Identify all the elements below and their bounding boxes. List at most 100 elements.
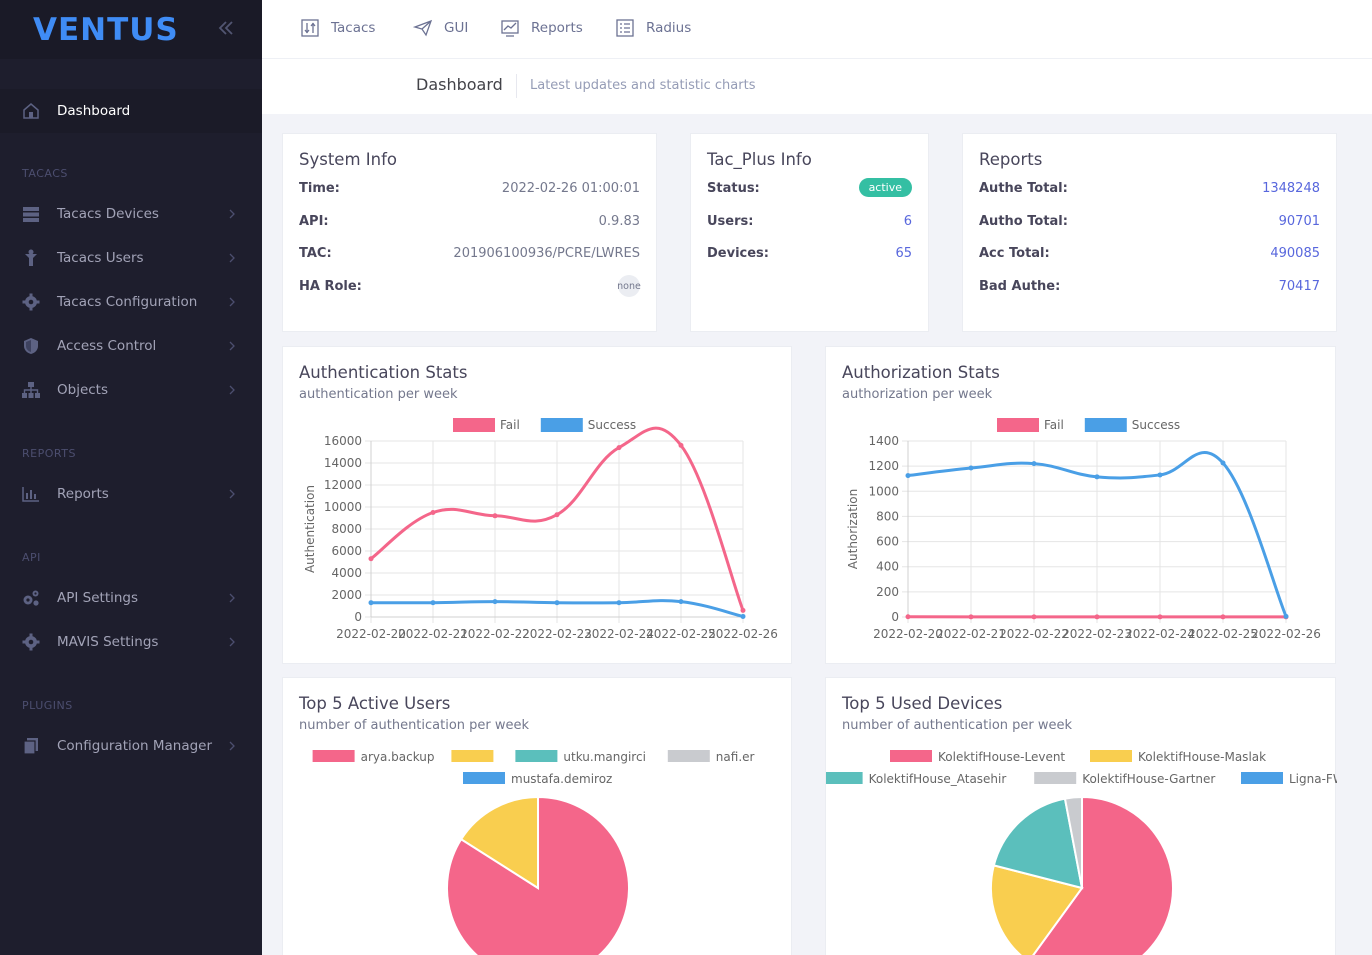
legend-label[interactable]: nafi.er — [716, 750, 755, 764]
data-point[interactable] — [616, 445, 622, 451]
legend-label[interactable]: KolektifHouse-Levent — [938, 750, 1065, 764]
legend-label[interactable]: KolektifHouse-Maslak — [1138, 750, 1266, 764]
data-point[interactable] — [430, 600, 436, 606]
section-label-api: API — [22, 551, 41, 564]
legend-swatch[interactable] — [826, 772, 863, 784]
data-point[interactable] — [616, 600, 622, 606]
data-point[interactable] — [968, 465, 974, 471]
pie-slice[interactable] — [1029, 795, 1174, 955]
tab-gui[interactable]: GUI — [413, 17, 468, 39]
x-tick-label: 2022-02-21 — [398, 627, 468, 641]
legend-swatch[interactable] — [997, 418, 1039, 432]
sidebar-item-reports[interactable]: Reports — [0, 472, 262, 516]
data-point[interactable] — [905, 614, 911, 620]
info-label: Authe Total: — [979, 181, 1068, 196]
pie-slice[interactable] — [1063, 795, 1083, 889]
card-subtitle: authentication per week — [299, 387, 458, 402]
chevron-right-icon — [229, 637, 235, 647]
legend-label[interactable]: Fail — [500, 418, 520, 432]
y-tick-label: 800 — [876, 509, 899, 523]
pie-slice[interactable] — [992, 797, 1084, 890]
legend-label[interactable]: Ligna-FW — [1289, 772, 1337, 786]
sidebar-item-objects[interactable]: Objects — [0, 368, 262, 412]
data-point[interactable] — [905, 473, 911, 479]
data-point[interactable] — [1220, 460, 1226, 466]
x-tick-label: 2022-02-21 — [936, 627, 1006, 641]
data-point[interactable] — [368, 556, 374, 562]
info-label: Users: — [707, 214, 754, 229]
info-row-authe-total: Authe Total: 1348248 — [979, 181, 1320, 201]
legend-swatch[interactable] — [540, 418, 583, 432]
sidebar-item-tacacs-users[interactable]: Tacacs Users — [0, 236, 262, 280]
legend-swatch[interactable] — [451, 750, 494, 762]
sidebar-item-api-settings[interactable]: API Settings — [0, 576, 262, 620]
legend-label[interactable]: Success — [588, 418, 636, 432]
data-point[interactable] — [554, 600, 560, 606]
brand-logo[interactable]: VENTUS — [33, 11, 179, 48]
status-badge: active — [858, 178, 912, 197]
data-point[interactable] — [368, 600, 374, 606]
legend-swatch[interactable] — [890, 750, 932, 762]
y-tick-label: 200 — [876, 585, 899, 599]
data-point[interactable] — [740, 607, 746, 613]
tab-tacacs[interactable]: Tacacs — [300, 17, 375, 39]
legend-label[interactable]: mustafa.demiroz — [511, 772, 612, 786]
legend-label[interactable]: Success — [1132, 418, 1180, 432]
sidebar-item-mavis-settings[interactable]: MAVIS Settings — [0, 620, 262, 664]
sidebar-item-dashboard[interactable]: Dashboard — [0, 89, 262, 133]
card-title: Top 5 Used Devices — [842, 694, 1003, 713]
legend-label[interactable]: KolektifHouse_Atasehir — [869, 772, 1007, 786]
tab-reports[interactable]: Reports — [500, 17, 583, 39]
tab-radius[interactable]: Radius — [615, 17, 691, 39]
pie-slice[interactable] — [459, 795, 539, 890]
card-title: Authentication Stats — [299, 363, 468, 382]
data-point[interactable] — [740, 613, 746, 619]
info-row-tac: TAC: 201906100936/PCRE/LWRES — [299, 246, 640, 266]
data-point[interactable] — [1031, 614, 1037, 620]
line-chart-icon — [501, 20, 519, 37]
info-value: 70417 — [1278, 279, 1320, 294]
legend-swatch[interactable] — [463, 772, 505, 784]
data-point[interactable] — [1283, 613, 1289, 619]
data-point[interactable] — [678, 599, 684, 605]
data-point[interactable] — [492, 513, 498, 519]
legend-label[interactable]: arya.backup — [361, 750, 435, 764]
data-point[interactable] — [1094, 474, 1100, 480]
legend-label[interactable]: utku.mangirci — [563, 750, 646, 764]
data-point[interactable] — [1031, 461, 1037, 467]
sidebar-item-tacacs-devices[interactable]: Tacacs Devices — [0, 192, 262, 236]
info-label: Time: — [299, 181, 340, 196]
data-point[interactable] — [678, 442, 684, 448]
legend-swatch[interactable] — [312, 750, 355, 762]
info-row-time: Time: 2022-02-26 01:00:01 — [299, 181, 640, 201]
chevron-right-icon — [229, 593, 235, 603]
info-label: HA Role: — [299, 279, 362, 294]
subheader: Dashboard Latest updates and statistic c… — [262, 59, 1372, 114]
legend-label[interactable]: Fail — [1044, 418, 1064, 432]
data-point[interactable] — [1220, 614, 1226, 620]
collapse-sidebar-icon[interactable] — [216, 18, 236, 38]
legend-swatch[interactable] — [1034, 772, 1077, 784]
sidebar-item-label: Access Control — [57, 338, 157, 354]
data-point[interactable] — [1157, 614, 1163, 620]
legend-swatch[interactable] — [1241, 772, 1283, 784]
sidebar-item-configuration-manager[interactable]: Configuration Manager — [0, 724, 262, 768]
shield-icon — [24, 338, 38, 354]
card-title: Tac_Plus Info — [707, 150, 812, 169]
sidebar-item-access-control[interactable]: Access Control — [0, 324, 262, 368]
data-point[interactable] — [430, 510, 436, 515]
legend-label[interactable]: KolektifHouse-Gartner — [1082, 772, 1215, 786]
data-point[interactable] — [492, 599, 498, 605]
pie-slice[interactable] — [990, 864, 1084, 955]
legend-swatch[interactable] — [1090, 750, 1132, 762]
legend-swatch[interactable] — [515, 750, 558, 762]
legend-swatch[interactable] — [667, 750, 710, 762]
data-point[interactable] — [1094, 614, 1100, 620]
data-point[interactable] — [554, 512, 560, 518]
legend-swatch[interactable] — [1084, 418, 1127, 432]
data-point[interactable] — [968, 614, 974, 620]
sidebar-item-tacacs-configuration[interactable]: Tacacs Configuration — [0, 280, 262, 324]
data-point[interactable] — [1157, 472, 1163, 478]
legend-swatch[interactable] — [453, 418, 495, 432]
info-row-users: Users: 6 — [707, 214, 912, 234]
